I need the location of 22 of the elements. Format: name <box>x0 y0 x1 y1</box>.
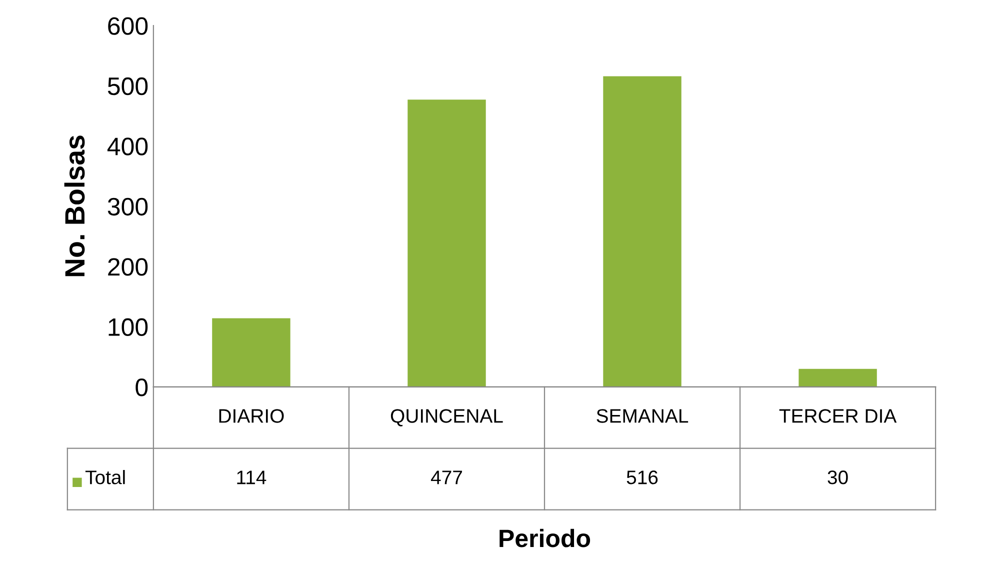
x-tick-label: QUINCENAL <box>390 409 503 426</box>
data-label: 477 <box>430 470 462 484</box>
x-axis-title: Periodo <box>500 528 590 548</box>
x-tick-label: SEMANAL <box>596 409 688 423</box>
y-tick-label: 100 <box>108 318 148 336</box>
x-tick-label: DIARIO <box>219 409 284 423</box>
data-label: 114 <box>237 470 266 484</box>
x-tick-label: TERCER DIA <box>779 409 897 423</box>
y-tick-label: 500 <box>108 77 148 96</box>
y-tick-label: 200 <box>108 258 148 276</box>
bar <box>212 318 290 387</box>
y-tick-label: 300 <box>108 198 148 216</box>
data-label: 30 <box>828 470 848 484</box>
bar <box>798 368 877 387</box>
y-tick-label: 400 <box>107 138 148 156</box>
y-tick-label: 0 <box>136 378 148 396</box>
legend-label: Total <box>85 470 125 484</box>
bar <box>603 76 682 387</box>
data-label: 516 <box>626 470 658 484</box>
bar <box>408 100 486 387</box>
y-tick-label: 600 <box>108 17 148 35</box>
y-axis-title: No. Bolsas <box>64 136 85 276</box>
